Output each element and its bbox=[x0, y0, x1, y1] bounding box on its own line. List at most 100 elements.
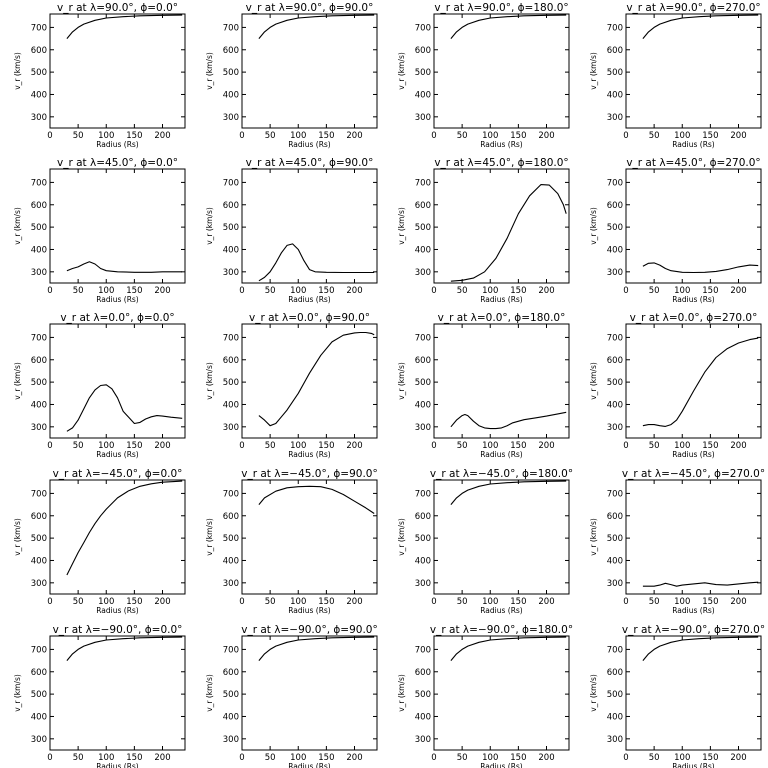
x-tick-label: 0 bbox=[47, 286, 52, 296]
y-tick-label: 300 bbox=[415, 268, 431, 278]
series-line bbox=[66, 14, 183, 39]
y-tick-label: 400 bbox=[607, 400, 623, 410]
x-tick-label: 100 bbox=[290, 131, 306, 141]
y-tick-label: 300 bbox=[415, 113, 431, 123]
x-tick-label: 150 bbox=[510, 131, 526, 141]
y-tick-label: 400 bbox=[607, 245, 623, 255]
y-tick-label: 600 bbox=[223, 668, 239, 678]
y-tick-label: 300 bbox=[223, 113, 239, 123]
y-axis-label: v_r (km/s) bbox=[205, 207, 214, 245]
x-tick-label: 0 bbox=[431, 131, 436, 141]
x-tick-label: 150 bbox=[126, 286, 142, 296]
y-tick-label: 300 bbox=[415, 423, 431, 433]
chart-title: v_r at λ=0.0°, ϕ=0.0° bbox=[60, 312, 174, 324]
y-axis-label: v_r (km/s) bbox=[589, 207, 598, 245]
x-tick-label: 50 bbox=[73, 286, 84, 296]
plot-frame bbox=[433, 13, 570, 129]
x-tick-label: 0 bbox=[623, 286, 628, 296]
y-axis-label: v_r (km/s) bbox=[589, 52, 598, 90]
x-tick-label: 100 bbox=[674, 441, 690, 451]
y-tick-label: 500 bbox=[223, 223, 239, 233]
plot-frame bbox=[625, 168, 762, 284]
y-tick-label: 300 bbox=[607, 423, 623, 433]
x-tick-label: 150 bbox=[126, 441, 142, 451]
plot-frame bbox=[625, 323, 762, 439]
y-axis-label: v_r (km/s) bbox=[397, 674, 406, 712]
y-tick-label: 600 bbox=[415, 512, 431, 522]
x-tick-label: 200 bbox=[154, 597, 170, 607]
x-tick-label: 50 bbox=[73, 131, 84, 141]
y-tick-label: 300 bbox=[607, 268, 623, 278]
plot-frame bbox=[433, 635, 570, 751]
x-tick-label: 150 bbox=[702, 131, 718, 141]
x-tick-label: 150 bbox=[702, 441, 718, 451]
plot-frame bbox=[241, 323, 378, 439]
y-tick-label: 300 bbox=[31, 735, 47, 745]
x-axis-label: Radius (Rs) bbox=[480, 762, 523, 768]
x-tick-label: 0 bbox=[47, 131, 52, 141]
y-axis-label: v_r (km/s) bbox=[205, 674, 214, 712]
x-tick-label: 150 bbox=[510, 597, 526, 607]
y-axis-label: v_r (km/s) bbox=[397, 518, 406, 556]
y-tick-label: 400 bbox=[415, 245, 431, 255]
chart-title: v_r at λ=90.0°, ϕ=270.0° bbox=[626, 2, 760, 14]
x-tick-label: 200 bbox=[538, 286, 554, 296]
x-axis-label: Radius (Rs) bbox=[480, 606, 523, 615]
y-tick-label: 700 bbox=[223, 23, 239, 33]
y-tick-label: 700 bbox=[607, 645, 623, 655]
x-tick-label: 50 bbox=[265, 441, 276, 451]
x-axis-label: Radius (Rs) bbox=[288, 450, 331, 459]
x-tick-label: 50 bbox=[265, 597, 276, 607]
y-tick-label: 600 bbox=[607, 512, 623, 522]
chart-panel: v_r at λ=90.0°, ϕ=180.0° 0 50 100 150 200 300 4… bbox=[397, 2, 570, 149]
y-tick-label: 500 bbox=[31, 68, 47, 78]
x-axis-label: Radius (Rs) bbox=[480, 140, 523, 149]
x-tick-label: 150 bbox=[126, 753, 142, 763]
y-tick-label: 700 bbox=[223, 645, 239, 655]
y-tick-label: 500 bbox=[223, 68, 239, 78]
x-tick-label: 100 bbox=[482, 753, 498, 763]
x-tick-label: 200 bbox=[154, 441, 170, 451]
x-axis-label: Radius (Rs) bbox=[288, 762, 331, 768]
y-tick-label: 700 bbox=[415, 178, 431, 188]
y-tick-label: 700 bbox=[31, 333, 47, 343]
chart-panel: v_r at λ=45.0°, ϕ=180.0° 0 50 100 150 200 300 4… bbox=[397, 157, 570, 304]
y-tick-label: 500 bbox=[223, 534, 239, 544]
x-tick-label: 0 bbox=[239, 597, 244, 607]
y-tick-label: 600 bbox=[223, 356, 239, 366]
plot-frame bbox=[49, 323, 186, 439]
x-tick-label: 50 bbox=[457, 597, 468, 607]
x-tick-label: 200 bbox=[346, 131, 362, 141]
x-tick-label: 200 bbox=[730, 597, 746, 607]
x-tick-label: 50 bbox=[457, 131, 468, 141]
y-tick-label: 700 bbox=[415, 489, 431, 499]
x-tick-label: 0 bbox=[239, 286, 244, 296]
series-line bbox=[642, 581, 759, 587]
y-tick-label: 700 bbox=[223, 333, 239, 343]
y-tick-label: 400 bbox=[223, 400, 239, 410]
series-line bbox=[642, 262, 759, 274]
x-axis-label: Radius (Rs) bbox=[480, 450, 523, 459]
x-tick-label: 0 bbox=[623, 597, 628, 607]
x-tick-label: 150 bbox=[318, 131, 334, 141]
chart-title: v_r at λ=90.0°, ϕ=0.0° bbox=[57, 2, 178, 14]
y-tick-label: 700 bbox=[415, 645, 431, 655]
x-tick-label: 100 bbox=[482, 286, 498, 296]
chart-panel: v_r at λ=−90.0°, ϕ=0.0° 0 50 100 150 200 300 40… bbox=[13, 624, 186, 768]
x-tick-label: 200 bbox=[538, 441, 554, 451]
x-tick-label: 50 bbox=[73, 597, 84, 607]
chart-title: v_r at λ=−45.0°, ϕ=180.0° bbox=[430, 468, 573, 480]
y-tick-label: 500 bbox=[31, 378, 47, 388]
x-axis-label: Radius (Rs) bbox=[480, 295, 523, 304]
y-axis-label: v_r (km/s) bbox=[13, 207, 22, 245]
plot-frame bbox=[49, 13, 186, 129]
y-axis-label: v_r (km/s) bbox=[589, 362, 598, 400]
chart-panel: v_r at λ=90.0°, ϕ=270.0° 0 50 100 150 200 300 4… bbox=[589, 2, 762, 149]
x-tick-label: 0 bbox=[431, 597, 436, 607]
series-line bbox=[258, 331, 375, 427]
x-tick-label: 200 bbox=[154, 131, 170, 141]
chart-panel: v_r at λ=−45.0°, ϕ=90.0° 0 50 100 150 200 300 4… bbox=[205, 468, 378, 615]
chart-panel: v_r at λ=45.0°, ϕ=0.0° 0 50 100 150 200 300 400… bbox=[13, 157, 186, 304]
plot-frame bbox=[625, 479, 762, 595]
